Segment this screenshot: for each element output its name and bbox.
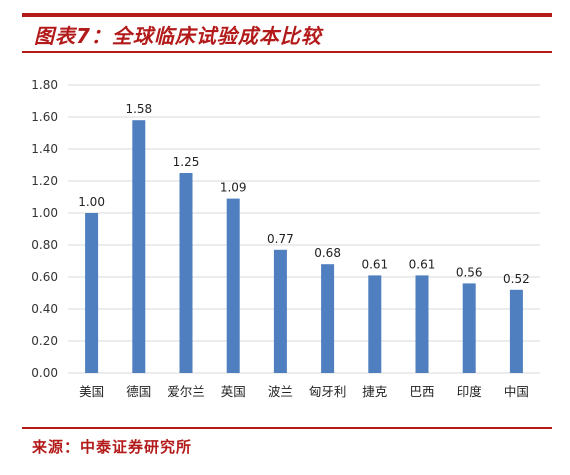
bottom-rule [22, 427, 552, 429]
bar-value-label: 1.09 [220, 181, 247, 195]
gridlines [68, 84, 540, 374]
y-axis-ticks: 0.00 0.20 0.40 0.60 0.80 1.00 1.20 1.40 1.60 1.80 [31, 78, 58, 380]
category-label: 美国 [79, 384, 104, 399]
bar [179, 173, 193, 373]
bar-chart: 0.00 0.20 0.40 0.60 0.80 1.00 1.20 1.40 1.60 1.80… [31, 78, 540, 399]
bar [273, 249, 287, 373]
figure-title: 图表7：全球临床试验成本比较 [34, 24, 322, 48]
bar [85, 213, 99, 373]
bar [132, 120, 146, 373]
bar-value-label: 1.00 [78, 195, 105, 209]
y-tick-label: 0.40 [31, 302, 58, 316]
category-label: 印度 [457, 384, 483, 399]
y-tick-label: 1.40 [31, 142, 58, 156]
x-axis-categories: 美国 德国 爱尔兰 英国 波兰 匈牙利 捷克 巴西 印度 中国 [79, 384, 529, 399]
bar [509, 289, 523, 373]
source-note: 来源：中泰证券研究所 [32, 438, 193, 456]
bar [321, 264, 335, 373]
bar [462, 283, 476, 373]
category-label: 巴西 [409, 384, 434, 399]
bar-value-label: 0.56 [456, 265, 483, 279]
bar-value-label: 0.61 [361, 257, 388, 271]
bars [85, 120, 523, 373]
y-tick-label: 1.00 [31, 206, 58, 220]
bar-value-label: 0.61 [409, 257, 436, 271]
bar-value-label: 1.25 [173, 155, 200, 169]
bar-value-label: 0.68 [314, 246, 341, 260]
category-label: 中国 [504, 384, 529, 399]
data-labels: 1.00 1.58 1.25 1.09 0.77 0.68 0.61 0.61 0.56 0.52 [78, 102, 530, 286]
y-tick-label: 1.80 [31, 78, 58, 92]
bar-value-label: 0.77 [267, 232, 294, 246]
y-tick-label: 1.60 [31, 110, 58, 124]
y-tick-label: 0.20 [31, 334, 58, 348]
y-tick-label: 1.20 [31, 174, 58, 188]
y-tick-label: 0.00 [31, 366, 58, 380]
category-label: 爱尔兰 [167, 384, 205, 399]
bar [368, 275, 382, 373]
top-rule [22, 13, 552, 17]
bar-value-label: 1.58 [125, 102, 152, 116]
category-label: 英国 [221, 384, 246, 399]
y-tick-label: 0.60 [31, 270, 58, 284]
category-label: 匈牙利 [309, 384, 347, 399]
category-label: 波兰 [268, 384, 293, 399]
y-tick-label: 0.80 [31, 238, 58, 252]
bar [226, 198, 240, 373]
bar [415, 275, 429, 373]
category-label: 捷克 [362, 384, 387, 399]
title-rule [22, 51, 552, 53]
bar-value-label: 0.52 [503, 272, 530, 286]
category-label: 德国 [126, 384, 151, 399]
